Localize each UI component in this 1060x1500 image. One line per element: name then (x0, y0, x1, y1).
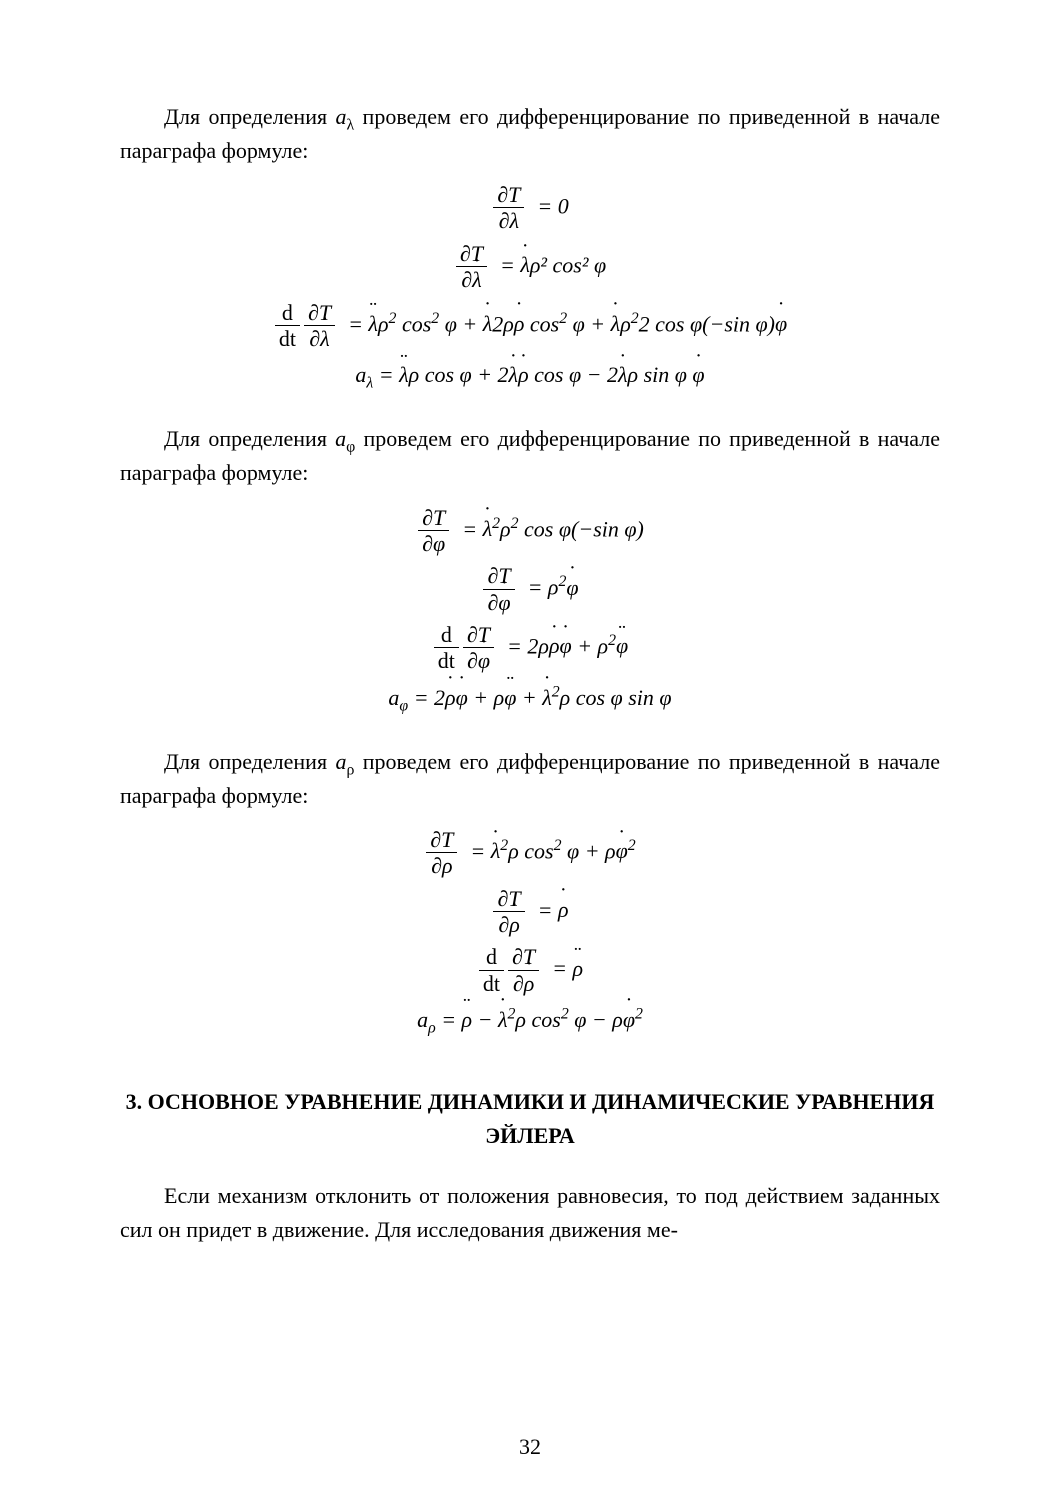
eq-phi-3: d dt ∂T ∂φ = 2ρρφ + ρ2φ (120, 622, 940, 675)
document-page: Для определения aλ проведем его дифферен… (0, 0, 1060, 1500)
equations-a-lambda: ∂T ∂λ = 0 ∂T ∂λ = λρ² cos² φ d dt ∂T ∂λ … (120, 182, 940, 392)
equations-a-phi: ∂T ∂φ = λ2ρ2 cos φ(−sin φ) ∂T ∂φ = ρ2φ d… (120, 505, 940, 715)
eq-lambda-3: d dt ∂T ∂λ = λρ2 cos2 φ + λ2ρρ cos2 φ + … (120, 300, 940, 353)
eq-lambda-1: ∂T ∂λ = 0 (120, 182, 940, 235)
paragraph-a-rho: Для определения aρ проведем его дифферен… (120, 745, 940, 813)
eq-rho-3: d dt ∂T ∂ρ = ρ (120, 944, 940, 997)
eq-phi-1: ∂T ∂φ = λ2ρ2 cos φ(−sin φ) (120, 505, 940, 558)
eq-lambda-2: ∂T ∂λ = λρ² cos² φ (120, 241, 940, 294)
paragraph-a-lambda: Для определения aλ проведем его дифферен… (120, 100, 940, 168)
sub-phi: φ (346, 439, 355, 456)
eq-rho-1: ∂T ∂ρ = λ2ρ cos2 φ + ρφ2 (120, 827, 940, 880)
equations-a-rho: ∂T ∂ρ = λ2ρ cos2 φ + ρφ2 ∂T ∂ρ = ρ d dt … (120, 827, 940, 1037)
section-heading: 3. ОСНОВНОЕ УРАВНЕНИЕ ДИНАМИКИ И ДИНАМИЧ… (120, 1085, 940, 1153)
eq-phi-2: ∂T ∂φ = ρ2φ (120, 563, 940, 616)
eq-phi-4: aφ = 2ρφ + ρφ + λ2ρ cos φ sin φ (120, 681, 940, 715)
sub-lambda: λ (346, 116, 354, 133)
eq-rho-2: ∂T ∂ρ = ρ (120, 886, 940, 939)
paragraph-tail: Если механизм отклонить от положения рав… (120, 1179, 940, 1247)
eq-rho-4: aρ = ρ − λ2ρ cos2 φ − ρφ2 (120, 1003, 940, 1037)
page-number: 32 (0, 1430, 1060, 1464)
sub-rho: ρ (346, 761, 354, 778)
paragraph-a-phi: Для определения aφ проведем его дифферен… (120, 422, 940, 490)
eq-lambda-4: aλ = λρ cos φ + 2λρ cos φ − 2λρ sin φ φ (120, 358, 940, 392)
